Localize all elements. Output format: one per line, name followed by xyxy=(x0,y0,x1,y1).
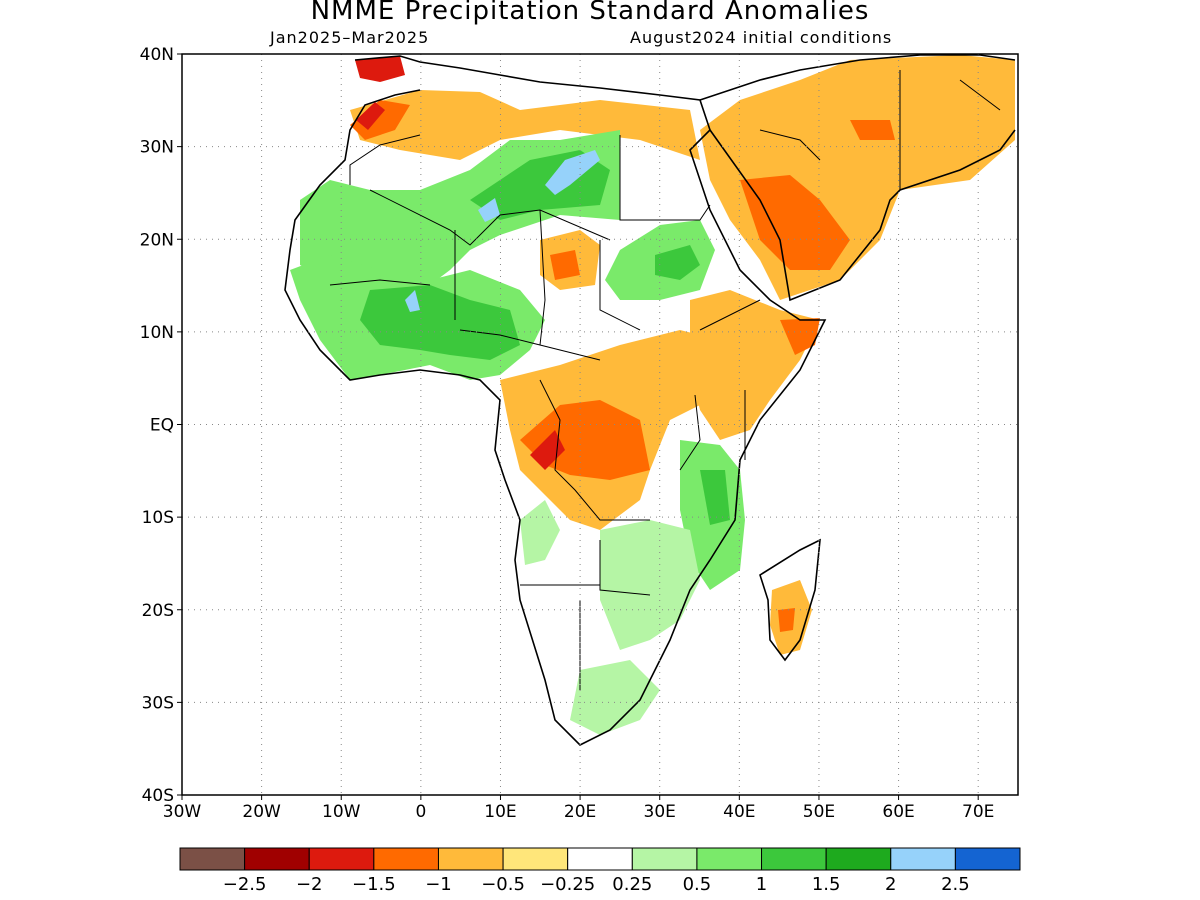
lat-label: 30N xyxy=(140,138,174,158)
lat-label: 20S xyxy=(142,601,174,621)
region-sahara-very-wet xyxy=(545,150,600,195)
lon-label: 50E xyxy=(803,802,835,822)
lon-label: 60E xyxy=(882,802,914,822)
colorbar-label: 2.5 xyxy=(941,874,970,895)
initial-conditions: August2024 initial conditions xyxy=(630,28,893,47)
gridlines xyxy=(182,54,1018,795)
colorbar: −2.5 −2 −1.5 −1 −0.5 −0.25 0.25 0.5 1 1.5 2 2.5 xyxy=(179,847,1021,895)
colorbar-label: 0.25 xyxy=(612,874,652,895)
lat-label: 30S xyxy=(142,693,174,713)
region-morocco-dry-strong xyxy=(350,100,410,140)
lon-label: 20W xyxy=(242,802,281,822)
colorbar-swatch xyxy=(308,847,375,871)
colorbar-label: 0.5 xyxy=(683,874,712,895)
lon-label: 30W xyxy=(163,802,202,822)
lat-label: 20N xyxy=(140,230,174,250)
lon-label: 70E xyxy=(962,802,994,822)
colorbar-swatch xyxy=(244,847,310,871)
colorbar-swatch xyxy=(567,847,633,871)
colorbar-label: −1 xyxy=(425,874,452,895)
lon-label: 40E xyxy=(723,802,755,822)
colorbar-swatch xyxy=(502,847,569,871)
lon-label: 20E xyxy=(564,802,596,822)
colorbar-swatch xyxy=(179,847,246,871)
region-north-africa-dry xyxy=(350,90,700,160)
lat-label: 40S xyxy=(142,786,174,806)
colorbar-swatch xyxy=(761,847,827,871)
lat-label: 40N xyxy=(140,45,174,65)
colorbar-swatch xyxy=(437,847,504,871)
colorbar-label: −2.5 xyxy=(223,874,267,895)
colorbar-swatch xyxy=(890,847,956,871)
valid-period: Jan2025–Mar2025 xyxy=(270,28,430,47)
colorbar-swatch xyxy=(696,847,763,871)
lat-label: 10N xyxy=(140,323,174,343)
colorbar-label: 2 xyxy=(885,874,896,895)
colorbar-swatch xyxy=(954,847,1021,871)
lon-label: 0 xyxy=(415,802,426,822)
lon-label: 10E xyxy=(484,802,516,822)
lat-label: EQ xyxy=(150,416,174,436)
lon-label: 10W xyxy=(322,802,361,822)
colorbar-label: −2 xyxy=(296,874,323,895)
colorbar-label: 1.5 xyxy=(812,874,841,895)
map-title: NMME Precipitation Standard Anomalies xyxy=(310,0,870,26)
lon-label: 30E xyxy=(644,802,676,822)
colorbar-label: −1.5 xyxy=(352,874,396,895)
coastlines xyxy=(284,54,1016,746)
country-borders xyxy=(329,70,1001,690)
colorbar-label: −0.25 xyxy=(540,874,595,895)
lat-label: 10S xyxy=(142,508,174,528)
region-morocco-dry-strong-2 xyxy=(355,56,405,82)
region-southern-africa-wet xyxy=(600,520,700,650)
colorbar-swatch xyxy=(373,847,439,871)
anomaly-fields xyxy=(290,55,1015,735)
colorbar-label: 1 xyxy=(756,874,767,895)
colorbar-swatch xyxy=(825,847,892,871)
colorbar-label: −0.5 xyxy=(481,874,525,895)
colorbar-swatch xyxy=(631,847,698,871)
